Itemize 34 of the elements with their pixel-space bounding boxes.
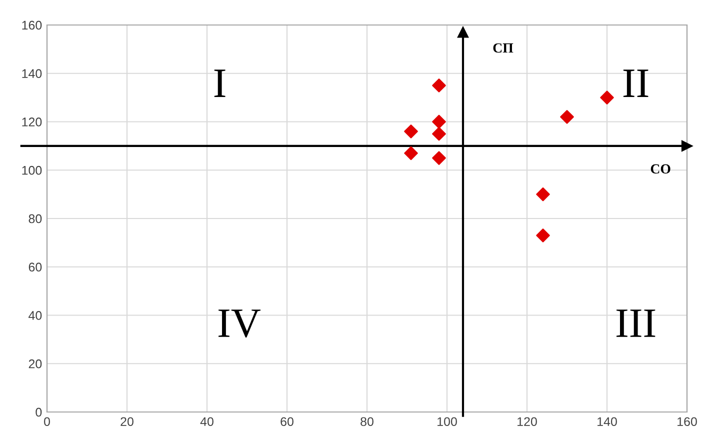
point	[536, 228, 550, 242]
y-tick-label: 100	[22, 166, 42, 175]
x-tick-label: 100	[438, 417, 457, 426]
x-tick-label: 60	[280, 417, 294, 426]
y-tick-label: 60	[28, 262, 42, 272]
x-tick-label: 160	[678, 417, 697, 426]
y-tick-label: 120	[22, 118, 42, 126]
y-tick-label: 80	[28, 214, 42, 224]
point	[404, 146, 418, 160]
x-tick-label: 120	[518, 417, 537, 426]
y-tick-label: 40	[28, 311, 42, 320]
y-tick-label: 0	[36, 408, 42, 417]
point	[600, 90, 614, 104]
annotation: IV	[218, 310, 261, 338]
x-tick-label: 140	[598, 417, 617, 426]
point	[404, 124, 418, 138]
point	[536, 187, 550, 202]
point	[432, 114, 446, 129]
annotation: II	[623, 70, 648, 97]
point	[432, 126, 446, 141]
y-tick-label: 160	[22, 20, 42, 30]
y-tick-label: 140	[22, 69, 42, 78]
x-tick-label: 20	[120, 417, 134, 426]
x-tick-label: 0	[44, 417, 50, 426]
ref-line-label: СО	[650, 164, 670, 174]
ref-line-label: СП	[493, 43, 514, 53]
point	[432, 151, 446, 165]
x-tick-label: 80	[360, 417, 374, 426]
point	[560, 110, 574, 124]
annotation: I	[214, 70, 226, 97]
x-tick-label: 40	[200, 417, 214, 426]
y-tick-label: 20	[28, 359, 42, 368]
point	[432, 78, 446, 92]
annotation: III	[616, 310, 656, 337]
